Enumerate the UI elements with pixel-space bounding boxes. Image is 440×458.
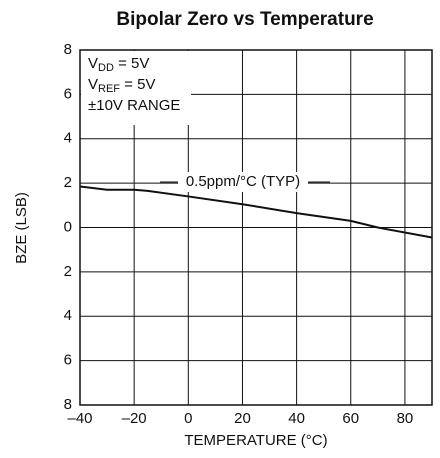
x-tick-label: 20 — [234, 410, 251, 427]
line-label: 0.5ppm/°C (TYP) — [186, 173, 300, 190]
data-line — [79, 185, 433, 239]
y-tick-label: 2 — [64, 174, 72, 191]
y-tick-label: 4 — [64, 307, 72, 324]
y-tick-label: 8 — [64, 41, 72, 58]
line-label-bg — [178, 172, 308, 192]
annotation-box — [81, 51, 191, 125]
y-tick-label: 6 — [64, 352, 72, 369]
plot-frame — [79, 49, 433, 406]
annotation-rest: = 5V — [114, 55, 149, 72]
chart-title: Bipolar Zero vs Temperature — [116, 9, 373, 30]
annotation-main: V — [88, 55, 98, 72]
y-tick-label: 2 — [64, 263, 72, 280]
annotation-line: ±10V RANGE — [88, 97, 180, 114]
x-tick-label: –40 — [67, 410, 92, 427]
y-axis-label: BZE (LSB) — [13, 192, 30, 264]
y-tick-label: 4 — [64, 130, 72, 147]
y-tick-label: 6 — [64, 85, 72, 102]
x-tick-label: 40 — [288, 410, 305, 427]
x-tick-label: 80 — [397, 410, 414, 427]
x-tick-label: –20 — [122, 410, 147, 427]
annotation-main: V — [88, 76, 98, 93]
annotation-sub: REF — [98, 83, 120, 95]
x-axis-label: TEMPERATURE (°C) — [184, 432, 327, 449]
annotation-sub: DD — [98, 62, 114, 74]
annotation-line: VREF = 5V — [88, 76, 155, 95]
annotation-main: ±10V RANGE — [88, 97, 180, 114]
x-tick-label: 60 — [342, 410, 359, 427]
annotation-rest: = 5V — [120, 76, 155, 93]
annotation-line: VDD = 5V — [88, 55, 149, 74]
x-tick-label: 0 — [184, 410, 192, 427]
y-tick-label: 8 — [64, 396, 72, 413]
y-tick-label: 0 — [64, 218, 72, 235]
